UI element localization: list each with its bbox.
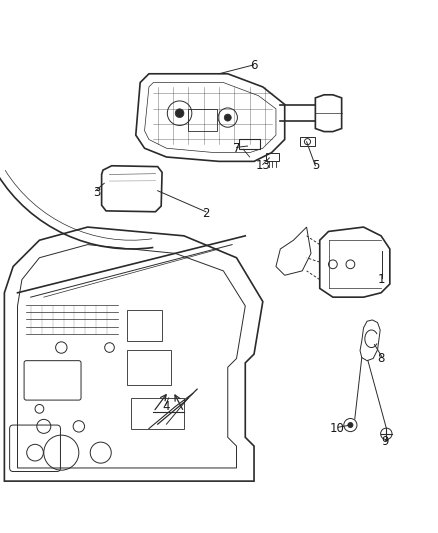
- Circle shape: [224, 114, 231, 121]
- Circle shape: [348, 423, 353, 427]
- Text: 9: 9: [381, 435, 389, 448]
- Bar: [188, 109, 217, 131]
- Text: 6: 6: [250, 59, 258, 71]
- Bar: [266, 152, 279, 160]
- Text: 13: 13: [255, 159, 270, 172]
- Text: 4: 4: [162, 400, 170, 413]
- Bar: [239, 140, 260, 149]
- Text: 2: 2: [202, 207, 210, 221]
- Text: 8: 8: [378, 352, 385, 365]
- Text: 10: 10: [330, 422, 345, 435]
- Circle shape: [175, 109, 184, 118]
- Text: 1: 1: [377, 273, 385, 286]
- Bar: [131, 398, 184, 429]
- Bar: [127, 350, 171, 385]
- Text: 3: 3: [93, 185, 100, 198]
- Bar: [127, 310, 162, 341]
- Text: 5: 5: [312, 159, 319, 172]
- Text: 7: 7: [233, 142, 240, 155]
